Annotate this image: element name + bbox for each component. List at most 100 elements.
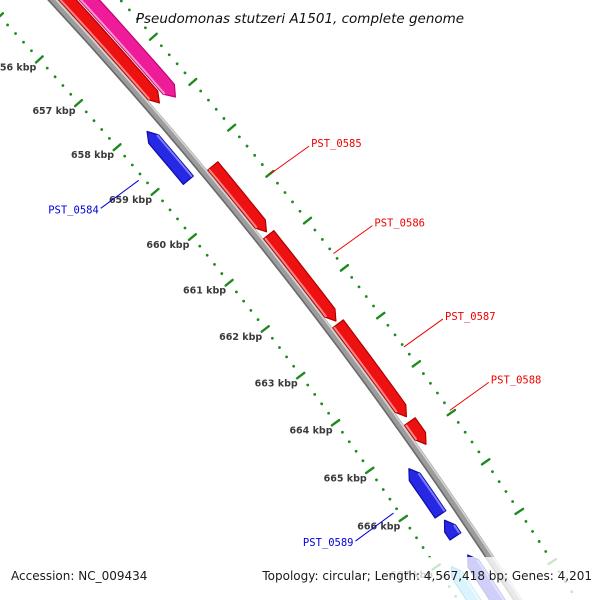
inner-tick-major xyxy=(112,143,122,152)
outer-tick-major xyxy=(446,408,457,417)
outer-tick-dot xyxy=(276,181,279,185)
leader-line-PST_0585 xyxy=(269,145,310,175)
inner-tick-major xyxy=(34,55,44,64)
outer-tick-dot xyxy=(127,8,131,12)
inner-tick-dot xyxy=(69,92,73,96)
outer-tick-dot xyxy=(328,247,332,251)
inner-tick-dot xyxy=(242,299,246,303)
inner-tick-dot xyxy=(354,449,358,453)
inner-tick-major xyxy=(150,187,160,196)
inner-tick-dot xyxy=(381,488,385,491)
leader-line-PST_0586 xyxy=(333,225,373,255)
inner-tick-major xyxy=(0,12,5,18)
outer-tick-dot xyxy=(364,295,368,298)
outer-tick-dot xyxy=(298,209,302,213)
inner-tick-dot xyxy=(278,346,281,349)
gene-arrow[interactable] xyxy=(443,519,462,541)
inner-tick-dot xyxy=(45,66,49,70)
gene-label-PST_0588[interactable]: PST_0588 xyxy=(491,374,542,386)
outer-tick-dot xyxy=(245,144,249,148)
tick-label-656: 656 kbp xyxy=(0,63,36,74)
outer-tick-major xyxy=(339,263,350,272)
inner-tick-dot xyxy=(285,355,288,359)
gene-label-PST_0589[interactable]: PST_0589 xyxy=(303,537,354,549)
inner-tick-dot xyxy=(14,32,17,35)
tick-label-665: 665 kbp xyxy=(324,473,367,484)
gene-arrow-PST_0589[interactable] xyxy=(408,468,447,519)
backbone-shadow xyxy=(47,0,515,600)
leader-line-PST_0589 xyxy=(355,512,394,542)
tick-label-662: 662 kbp xyxy=(219,332,262,343)
inner-tick-dot xyxy=(100,128,104,131)
inner-tick-dot xyxy=(146,181,149,185)
inner-tick-dot xyxy=(256,318,260,322)
inner-tick-dot xyxy=(234,290,238,294)
gene-arrow-PST_0588[interactable] xyxy=(404,417,427,445)
gene-arrow-PST_0586[interactable] xyxy=(263,230,337,322)
outer-tick-dot xyxy=(456,420,460,424)
inner-tick-dot xyxy=(6,23,9,27)
tick-label-658: 658 kbp xyxy=(71,150,114,161)
inner-tick-dot xyxy=(30,49,33,53)
inner-tick-dot xyxy=(61,84,65,87)
outer-tick-dot xyxy=(477,450,481,454)
outer-tick-dot xyxy=(422,372,425,375)
gene-arrow-PST_0585[interactable] xyxy=(207,161,268,233)
outer-tick-dot xyxy=(407,352,411,356)
inner-tick-dot xyxy=(341,430,344,434)
outer-tick-dot xyxy=(436,391,439,395)
inner-tick-dot xyxy=(92,119,96,123)
inner-tick-major xyxy=(224,278,234,287)
inner-tick-dot xyxy=(388,497,392,501)
gene-arrow-PST_0584[interactable] xyxy=(146,130,194,185)
inner-tick-dot xyxy=(249,308,253,312)
inner-tick-major xyxy=(364,466,375,475)
outer-tick-dot xyxy=(222,117,226,120)
outer-tick-dot xyxy=(335,256,339,260)
backbone-highlight xyxy=(55,0,522,600)
inner-tick-dot xyxy=(161,199,164,203)
outer-tick-dot xyxy=(497,480,501,483)
inner-tick-dot xyxy=(84,110,88,114)
inner-tick-dot xyxy=(198,244,202,248)
inner-tick-dot xyxy=(327,411,331,415)
gene-arrow-PST_0588-highlight xyxy=(405,424,417,441)
inner-tick-dot xyxy=(183,226,187,230)
gene-label-PST_0587[interactable]: PST_0587 xyxy=(445,311,496,323)
outer-tick-dot xyxy=(372,304,375,308)
backbone xyxy=(47,0,523,600)
outer-tick-dot xyxy=(253,153,257,157)
inner-tick-dot xyxy=(213,263,216,266)
outer-tick-dot xyxy=(491,470,494,474)
leader-line-PST_0587 xyxy=(403,318,444,348)
gene-arrow-PST_0587[interactable] xyxy=(332,319,407,418)
outer-tick-dot xyxy=(504,490,508,493)
tick-label-660: 660 kbp xyxy=(146,240,189,251)
tick-label-661: 661 kbp xyxy=(183,286,226,297)
gene-arrow-PST_0587-highlight xyxy=(333,326,398,413)
outer-tick-dot xyxy=(531,530,534,533)
gene-label-PST_0585[interactable]: PST_0585 xyxy=(311,138,362,150)
tick-label-666: 666 kbp xyxy=(357,521,400,532)
outer-tick-dot xyxy=(167,53,171,57)
outer-tick-major xyxy=(480,458,491,466)
status-genome-info: Topology: circular; Length: 4,567,418 bp… xyxy=(262,569,592,583)
outer-tick-dot xyxy=(283,191,287,194)
outer-tick-major xyxy=(227,123,237,132)
outer-tick-dot xyxy=(386,323,390,327)
inner-tick-dot xyxy=(415,536,418,540)
gene-label-PST_0584[interactable]: PST_0584 xyxy=(48,204,99,216)
inner-tick-dot xyxy=(395,507,399,511)
tick-label-663: 663 kbp xyxy=(255,379,298,390)
outer-tick-dot xyxy=(511,500,515,503)
gene-label-PST_0586[interactable]: PST_0586 xyxy=(374,218,425,230)
inner-tick-major xyxy=(187,233,198,242)
outer-tick-dot xyxy=(393,333,397,337)
gene-arrow-highlight xyxy=(453,524,460,534)
inner-tick-dot xyxy=(220,272,224,275)
inner-tick-dot xyxy=(375,478,378,482)
inner-tick-major xyxy=(398,514,409,523)
genome-map-layer: 656 kbp 657 kbp 658 kbp 659 kbp 660 kbp 661 k… xyxy=(0,0,574,600)
inner-tick-dot xyxy=(270,336,274,340)
